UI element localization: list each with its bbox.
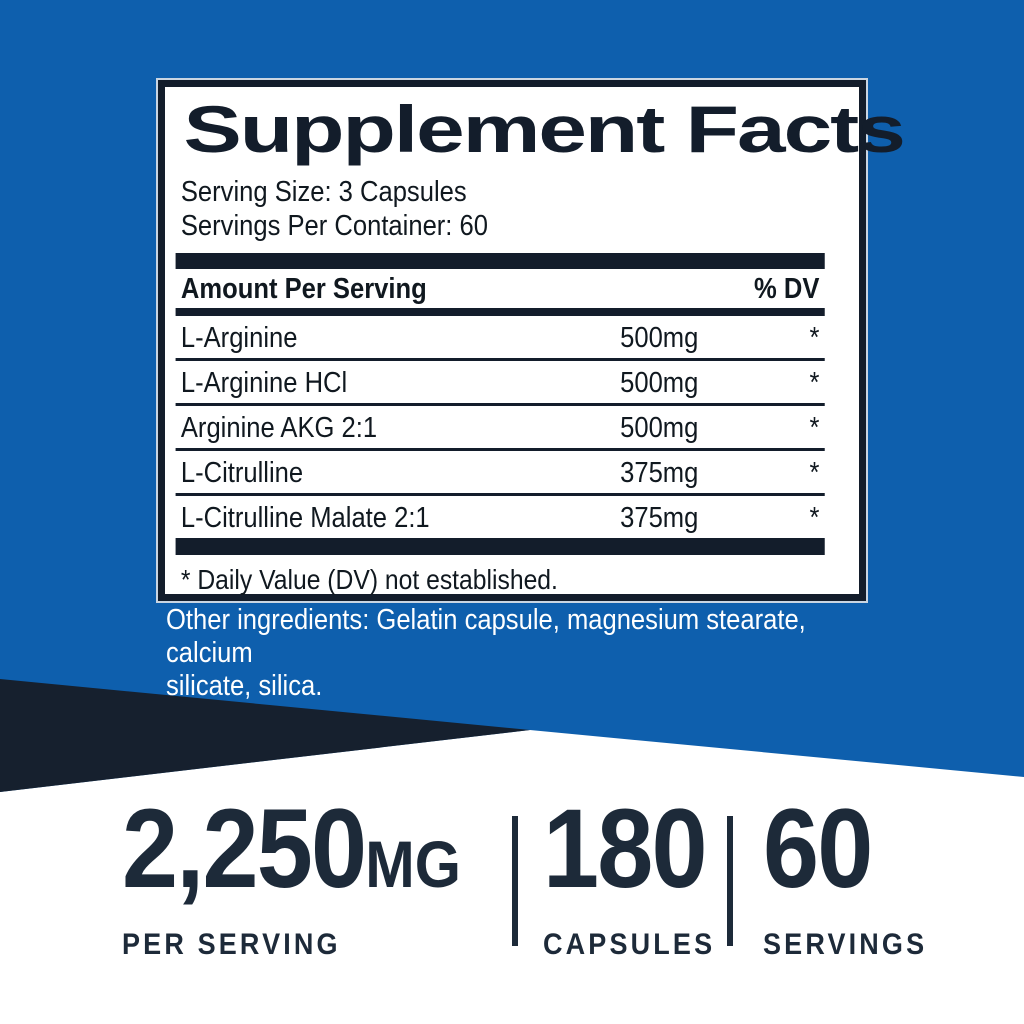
table-header-row: Amount Per Serving % DV [176,269,825,308]
table-row: L-Citrulline Malate 2:1 375mg * [176,496,825,538]
divider-bar-top [175,253,825,269]
ingredient-amount: 500mg [620,412,699,444]
other-ingredients: Other ingredients: Gelatin capsule, magn… [166,604,889,703]
table-row: L-Citrulline 375mg * [175,451,825,496]
serving-info: Serving Size: 3 Capsules Servings Per Co… [176,175,836,243]
ingredient-amount: 375mg [620,502,699,534]
stat-value: 60 [763,793,927,915]
stat-amount-text: 60 [763,786,873,911]
stat-label: SERVINGS [763,928,928,961]
table-row: L-Arginine HCl 500mg * [175,361,825,406]
stat-value: 180 [543,793,715,915]
servings-per-container: Servings Per Container: 60 [180,210,488,242]
stat-unit-text: MG [365,827,461,901]
stat-label: PER SERVING [122,928,341,961]
percent-dv-label: % DV [754,273,820,305]
stat-label: CAPSULES [543,928,716,961]
ingredient-name: L-Arginine [180,322,298,354]
stat-servings: 60 SERVINGS [763,793,928,961]
ingredient-name: L-Arginine HCl [180,367,348,399]
ingredient-dv: * [809,412,820,444]
ingredient-dv: * [809,322,820,354]
stats-divider [727,816,733,946]
panel-title: Supplement Facts [183,92,906,166]
divider-bar-header [175,308,825,316]
divider-bar-bottom [175,538,825,555]
other-ingredients-line: silicate, silica. [166,670,323,702]
ingredient-name: L-Citrulline Malate 2:1 [180,502,430,534]
stat-value: 2,250MG [122,793,461,915]
ingredient-name: L-Citrulline [180,457,304,489]
stat-capsules: 180 CAPSULES [543,793,716,961]
ingredient-dv: * [809,457,820,489]
ingredient-amount: 500mg [620,367,699,399]
table-row: L-Arginine 500mg * [175,316,825,361]
ingredient-amount: 500mg [620,322,699,354]
other-ingredients-line: Other ingredients: Gelatin capsule, magn… [166,604,806,669]
ingredient-dv: * [809,367,820,399]
supplement-facts-panel: Supplement Facts Serving Size: 3 Capsule… [158,80,906,601]
supplement-facts-content: Supplement Facts Serving Size: 3 Capsule… [165,87,906,595]
stat-amount-text: 2,250 [122,786,367,911]
dv-footnote: * Daily Value (DV) not established. [180,564,558,595]
table-row: Arginine AKG 2:1 500mg * [175,406,825,451]
stat-per-serving: 2,250MG PER SERVING [122,793,461,961]
ingredient-name: Arginine AKG 2:1 [180,412,378,444]
amount-per-serving-label: Amount Per Serving [180,273,427,305]
ingredient-dv: * [809,502,820,534]
serving-size: Serving Size: 3 Capsules [180,176,467,208]
stat-amount-text: 180 [543,786,708,911]
stats-divider [512,816,518,946]
ingredient-amount: 375mg [620,457,699,489]
